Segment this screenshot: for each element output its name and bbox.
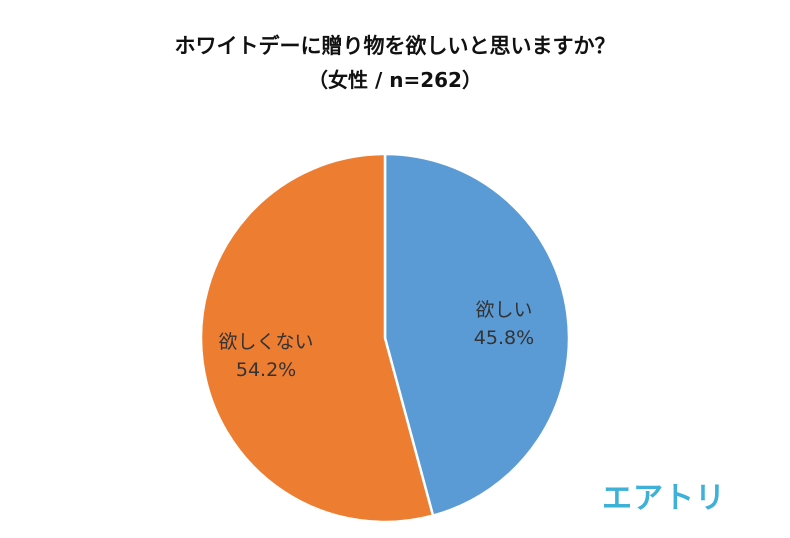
pie-slice-0 [383,152,571,518]
pie-slice-1 [199,152,435,524]
slice-value-label-1: 54.2% [236,359,296,381]
slice-label-1: 欲しくない [219,331,314,353]
chart-subtitle: （女性 / n=262） [308,68,482,92]
slice-label-0: 欲しい [475,299,532,321]
airtrip-logo: エアトリ [602,481,726,516]
slice-value-label-0: 45.8% [474,327,534,349]
chart-title: ホワイトデーに贈り物を欲しいと思いますか？ [174,34,616,58]
